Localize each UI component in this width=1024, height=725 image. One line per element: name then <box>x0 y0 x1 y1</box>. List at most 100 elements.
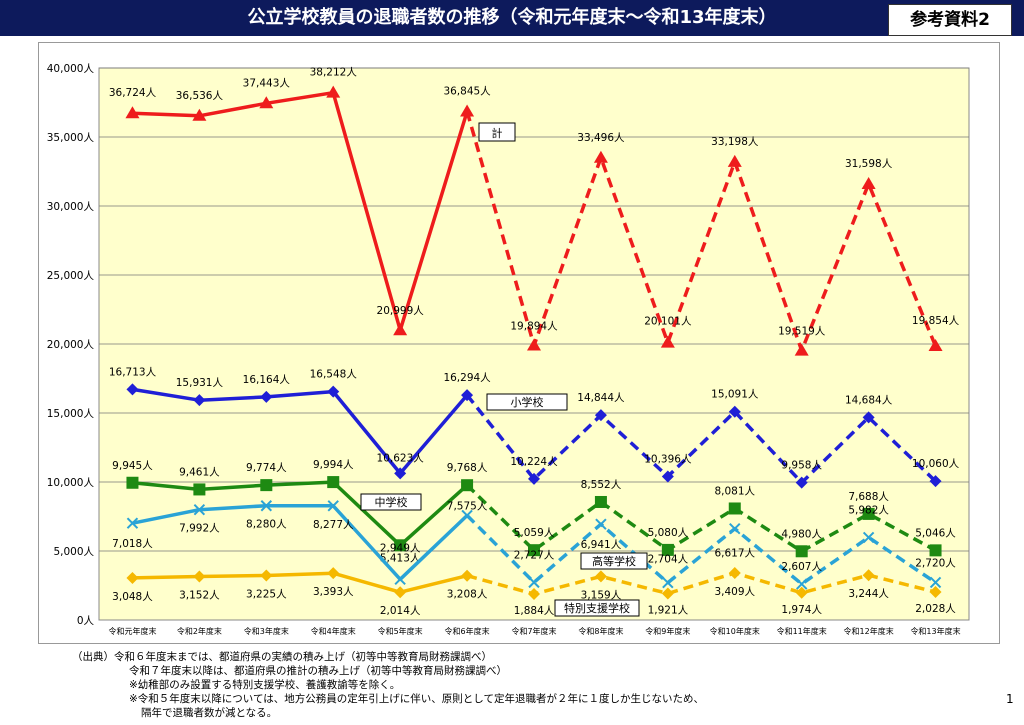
data-point <box>125 106 140 119</box>
data-label: 7,018人 <box>112 538 153 550</box>
data-label: 10,396人 <box>644 454 692 466</box>
data-label: 3,393人 <box>313 586 354 598</box>
data-label: 4,980人 <box>781 528 822 540</box>
data-point <box>193 570 206 583</box>
data-label: 9,768人 <box>447 462 488 474</box>
data-label: 3,152人 <box>179 590 220 602</box>
data-point <box>862 507 875 520</box>
x-tick-label: 令和6年度末 <box>445 626 490 636</box>
data-label: 6,617人 <box>714 548 755 560</box>
data-label: 9,945人 <box>112 460 153 472</box>
data-point <box>327 500 339 512</box>
data-point <box>727 154 742 167</box>
data-label: 7,992人 <box>179 523 220 535</box>
data-point <box>461 479 474 492</box>
data-point <box>728 566 741 579</box>
x-tick-label: 令和3年度末 <box>244 626 289 636</box>
series-callout-label: 小学校 <box>511 395 544 409</box>
data-label: 5,413人 <box>380 552 421 564</box>
data-point <box>193 504 206 516</box>
y-tick-label: 5,000人 <box>53 546 94 558</box>
data-label: 38,212人 <box>310 67 358 79</box>
data-point <box>795 476 808 489</box>
data-point <box>862 569 875 582</box>
data-label: 10,623人 <box>377 452 425 464</box>
data-label: 3,159人 <box>581 589 622 601</box>
data-label: 5,080人 <box>648 527 689 539</box>
data-label: 20,999人 <box>377 305 425 317</box>
data-point <box>929 475 942 488</box>
data-point <box>327 567 340 580</box>
x-tick-label: 令和11年度末 <box>777 626 827 636</box>
data-label: 6,941人 <box>581 539 622 551</box>
data-label: 1,921人 <box>648 604 689 616</box>
data-label: 14,844人 <box>577 392 625 404</box>
data-label: 9,461人 <box>179 466 220 478</box>
data-label: 2,028人 <box>915 603 956 615</box>
x-tick-label: 令和13年度末 <box>910 626 960 636</box>
series-callout-box <box>554 599 640 617</box>
data-point <box>461 569 474 582</box>
data-point <box>660 335 675 348</box>
data-label: 7,688人 <box>848 491 889 503</box>
data-point <box>461 509 473 522</box>
data-point <box>193 483 206 496</box>
title-bar: 公立学校教員の退職者数の推移（令和元年度末～令和13年度末） <box>0 0 1024 36</box>
data-point <box>661 587 674 600</box>
data-label: 5,982人 <box>848 504 889 516</box>
series-callout-label: 特別支援学校 <box>564 601 630 615</box>
data-point <box>661 470 674 483</box>
data-label: 2,014人 <box>380 605 421 617</box>
series-line-estimate <box>465 111 938 353</box>
series-callout-box <box>360 493 422 511</box>
data-point <box>593 150 608 163</box>
series-line-actual <box>132 480 469 548</box>
data-label: 16,548人 <box>310 369 358 381</box>
series-callout-box <box>580 552 648 570</box>
data-label: 8,081人 <box>714 485 755 497</box>
page-title: 公立学校教員の退職者数の推移（令和元年度末～令和13年度末） <box>247 7 777 28</box>
series-callout-box <box>486 393 568 411</box>
data-label: 36,536人 <box>176 90 224 102</box>
data-label: 3,409人 <box>714 586 755 598</box>
x-tick-label: 令和元年度末 <box>108 626 156 636</box>
data-label: 31,598人 <box>845 158 893 170</box>
data-label: 5,046人 <box>915 527 956 539</box>
data-label: 10,060人 <box>912 458 960 470</box>
data-point <box>929 576 942 589</box>
reference-label: 参考資料2 <box>888 4 1012 36</box>
data-point <box>260 390 273 403</box>
data-point <box>394 467 407 480</box>
data-label: 33,198人 <box>711 136 759 148</box>
data-point <box>528 588 540 601</box>
note-biennial: 隔年で退職者数が減となる。 <box>141 707 278 719</box>
series-line-actual <box>132 90 469 332</box>
series-line-estimate <box>466 571 936 596</box>
page-number: 1 <box>1006 692 1014 706</box>
data-point <box>594 570 607 583</box>
data-point <box>662 576 674 589</box>
series-line-estimate <box>465 394 937 485</box>
data-label: 9,994人 <box>313 459 354 471</box>
x-tick-label: 令和10年度末 <box>710 626 760 636</box>
note-retirement-age: ※令和５年度末以降については、地方公務員の定年引上げに伴い、原則として定年退職者… <box>129 693 704 705</box>
y-tick-label: 20,000人 <box>47 339 95 351</box>
y-tick-label: 15,000人 <box>47 408 95 420</box>
x-tick-label: 令和7年度末 <box>511 626 556 636</box>
data-point <box>528 576 540 589</box>
data-point <box>795 586 808 599</box>
data-label: 3,225人 <box>246 588 287 600</box>
data-label: 16,294人 <box>443 372 491 384</box>
data-label: 16,713人 <box>109 366 157 378</box>
data-label: 9,774人 <box>246 462 287 474</box>
data-label: 1,974人 <box>781 604 822 616</box>
data-point <box>460 104 475 117</box>
data-label: 36,845人 <box>443 86 491 98</box>
data-point <box>327 476 340 489</box>
data-point <box>260 500 273 512</box>
data-point <box>728 405 741 418</box>
data-label: 2,949人 <box>380 542 421 554</box>
series-line-estimate <box>465 514 937 586</box>
data-point <box>929 544 942 557</box>
data-point <box>795 578 808 590</box>
